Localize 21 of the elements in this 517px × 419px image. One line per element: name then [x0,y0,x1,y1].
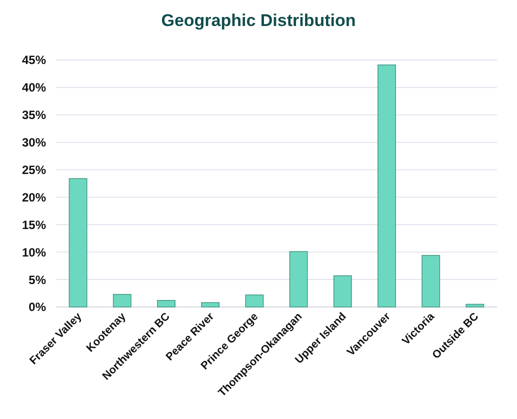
bar [201,302,220,308]
bar [289,251,308,308]
bar [422,255,440,308]
y-tick-label: 10% [22,245,46,260]
chart-title: Geographic Distribution [161,11,356,30]
bar [245,294,264,308]
bar [333,275,352,308]
y-tick-label: 45% [22,53,46,68]
bar [466,304,484,308]
y-tick-label: 0% [28,300,46,314]
y-tick-label: 25% [22,162,46,177]
bar [112,294,132,308]
y-tick-label: 40% [22,80,46,95]
y-tick-label: 15% [22,218,46,232]
y-tick-label: 35% [22,108,46,122]
y-tick-label: 30% [22,136,46,150]
bar [378,64,396,308]
y-tick-label: 5% [28,272,46,287]
y-tick-label: 20% [22,190,46,204]
bar [157,300,176,308]
bar [68,178,88,308]
